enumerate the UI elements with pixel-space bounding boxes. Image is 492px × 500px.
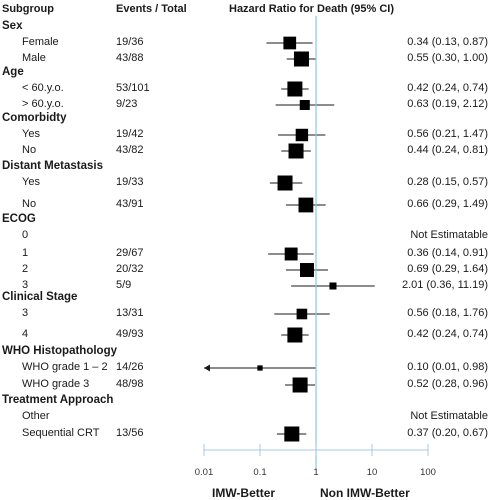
hazard-ratio-text: 0.52 (0.28, 0.96) bbox=[407, 378, 488, 390]
hr-point bbox=[283, 36, 297, 50]
subgroup-label: No bbox=[22, 144, 37, 156]
subgroup-header: Subgroup bbox=[2, 3, 54, 15]
events-total: 19/42 bbox=[116, 128, 144, 140]
events-total: 29/67 bbox=[116, 247, 144, 259]
subgroup-label: WHO grade 3 bbox=[22, 378, 90, 390]
subgroup-label: WHO grade 1 – 2 bbox=[22, 361, 108, 373]
hr-point bbox=[277, 175, 293, 191]
hazard-ratio-text: 0.44 (0.24, 0.81) bbox=[407, 144, 488, 156]
events-total: 20/32 bbox=[116, 263, 144, 275]
events-total: 43/82 bbox=[116, 144, 144, 156]
hr-point bbox=[287, 81, 303, 97]
group-label: Age bbox=[2, 66, 24, 78]
events-total: 14/26 bbox=[116, 361, 144, 373]
events-total: 48/98 bbox=[116, 378, 144, 390]
subgroup-label: Yes bbox=[22, 128, 40, 140]
subgroup-label: Other bbox=[22, 410, 50, 422]
hazard-ratio-text: 0.69 (0.29, 1.64) bbox=[407, 263, 488, 275]
hr-point bbox=[299, 263, 314, 277]
x-tick-label: 0.01 bbox=[195, 467, 214, 478]
events-total: 43/91 bbox=[116, 198, 144, 210]
subgroup-label: 0 bbox=[22, 229, 29, 241]
hr-point bbox=[284, 247, 298, 261]
hazard-ratio-text: 0.63 (0.19, 2.12) bbox=[407, 98, 488, 110]
hazard-ratio-text: 0.28 (0.15, 0.57) bbox=[407, 176, 488, 188]
subgroup-label: > 60.y.o. bbox=[22, 98, 64, 110]
hazard-ratio-text: 0.56 (0.21, 1.47) bbox=[407, 128, 488, 140]
group-label: Sex bbox=[2, 20, 23, 32]
events-total: 13/56 bbox=[116, 427, 144, 439]
hr-point bbox=[292, 377, 308, 393]
events-total: 9/23 bbox=[116, 98, 138, 110]
events-total: 43/88 bbox=[116, 52, 144, 64]
hr-point bbox=[296, 308, 308, 320]
group-label: Comorbidty bbox=[2, 112, 67, 124]
x-tick-label: 0.1 bbox=[253, 467, 266, 478]
hr-point bbox=[329, 282, 337, 290]
x-tick-label: 1 bbox=[313, 467, 318, 478]
hazard-ratio-text: 0.36 (0.14, 0.91) bbox=[407, 247, 488, 259]
hazard-ratio-text: Not Estimatable bbox=[410, 410, 488, 422]
group-label: Treatment Approach bbox=[2, 394, 114, 406]
hr-point bbox=[257, 365, 263, 371]
hr-point bbox=[298, 197, 314, 213]
group-label: Clinical Stage bbox=[2, 291, 78, 303]
subgroup-label: Female bbox=[22, 36, 59, 48]
hazard-ratio-text: 0.42 (0.24, 0.74) bbox=[407, 328, 488, 340]
group-label: Distant Metastasis bbox=[2, 160, 103, 172]
hr-point bbox=[288, 143, 304, 159]
x-tick-label: 10 bbox=[367, 467, 378, 478]
hr-point bbox=[293, 51, 309, 67]
group-label: WHO Histopathology bbox=[2, 345, 117, 357]
subgroup-label: 3 bbox=[22, 279, 29, 291]
events-total: 19/36 bbox=[116, 36, 144, 48]
hr-point bbox=[299, 99, 310, 111]
hr-point bbox=[287, 327, 303, 343]
subgroup-label: Male bbox=[22, 52, 46, 64]
hazard-ratio-text: 0.55 (0.30, 1.00) bbox=[407, 52, 488, 64]
subgroup-label: Sequential CRT bbox=[22, 427, 100, 439]
favors-right-label: Non IMW-Better bbox=[320, 486, 410, 500]
events-total: 13/31 bbox=[116, 307, 144, 319]
hazard-ratio-text: 0.34 (0.13, 0.87) bbox=[407, 36, 488, 48]
hazard-ratio-text: 0.66 (0.29, 1.49) bbox=[407, 198, 488, 210]
subgroup-label: 4 bbox=[22, 328, 29, 340]
group-label: ECOG bbox=[2, 213, 36, 225]
events-total: 53/101 bbox=[116, 82, 150, 94]
subgroup-label: 2 bbox=[22, 263, 29, 275]
hazard-ratio-text: 0.56 (0.18, 1.76) bbox=[407, 307, 488, 319]
events-header: Events / Total bbox=[116, 3, 187, 15]
subgroup-label: < 60.y.o. bbox=[22, 82, 64, 94]
events-total: 5/9 bbox=[116, 279, 132, 291]
x-tick-label: 100 bbox=[420, 467, 436, 478]
hazard-ratio-text: 0.37 (0.20, 0.67) bbox=[407, 427, 488, 439]
events-total: 49/93 bbox=[116, 328, 144, 340]
hazard-ratio-text: Not Estimatable bbox=[410, 229, 488, 241]
hr-header: Hazard Ratio for Death (95% CI) bbox=[229, 3, 395, 15]
subgroup-label: Yes bbox=[22, 176, 40, 188]
subgroup-label: 1 bbox=[22, 247, 29, 259]
favors-left-label: IMW-Better bbox=[212, 486, 276, 500]
subgroup-label: No bbox=[22, 198, 37, 210]
ci-arrow bbox=[204, 364, 210, 372]
hazard-ratio-text: 0.10 (0.01, 0.98) bbox=[407, 361, 488, 373]
hr-point bbox=[284, 426, 300, 442]
hazard-ratio-text: 0.42 (0.24, 0.74) bbox=[407, 82, 488, 94]
hr-point bbox=[295, 128, 309, 142]
subgroup-label: 3 bbox=[22, 307, 29, 319]
events-total: 19/33 bbox=[116, 176, 144, 188]
hazard-ratio-text: 2.01 (0.36, 11.19) bbox=[401, 279, 488, 291]
